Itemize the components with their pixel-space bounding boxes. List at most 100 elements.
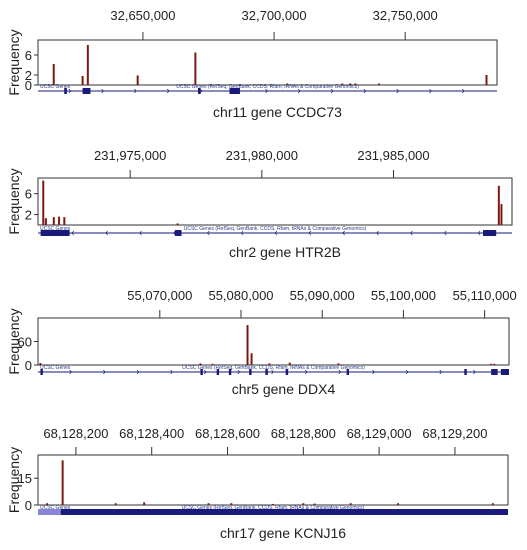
strand-arrow	[237, 369, 241, 375]
data-bar	[250, 353, 253, 365]
track-description: UCSC Genes (RefSeq, GenBank, CCDS, Rfam,…	[176, 84, 359, 90]
data-bar	[485, 75, 488, 85]
y-tick-label: 2	[25, 208, 32, 223]
strand-arrow	[337, 509, 341, 515]
strand-arrow	[298, 88, 301, 94]
x-tick-label: 55,070,000	[127, 288, 192, 303]
strand-arrow	[204, 369, 207, 375]
data-bar	[114, 503, 117, 505]
strand-arrow	[443, 230, 447, 236]
panel-chr17-kcnj16: 68,128,200 68,128,400 68,128,600 68,128,800…	[6, 426, 509, 541]
strand-arrow	[265, 88, 268, 94]
x-tick-label: 55,080,000	[208, 288, 273, 303]
data-bar	[397, 503, 400, 505]
strand-arrow	[372, 369, 375, 375]
strand-arrow	[105, 230, 108, 236]
strand-arrow	[170, 509, 173, 515]
strand-arrow	[342, 230, 345, 236]
gene-exon	[174, 230, 182, 236]
plot-frame	[37, 317, 510, 366]
data-bar	[63, 217, 66, 225]
strand-arrow	[405, 509, 408, 515]
strand-arrow	[271, 369, 274, 375]
data-bar	[176, 223, 179, 225]
y-tick-label: 6	[25, 187, 32, 202]
data-bar	[313, 503, 316, 505]
y-axis-label: Frequency	[6, 447, 22, 513]
strand-arrow	[304, 369, 308, 375]
strand-arrow	[462, 88, 465, 94]
strand-arrow	[71, 230, 75, 236]
x-tick-label: 55,110,000	[453, 288, 517, 303]
data-bar	[81, 76, 84, 85]
strand-arrow	[274, 230, 278, 236]
strand-arrow	[396, 88, 400, 94]
data-bar	[268, 363, 271, 365]
strand-arrow	[139, 230, 142, 236]
y-tick-label: 0	[25, 358, 32, 373]
data-bar	[288, 362, 291, 365]
data-bar	[349, 83, 352, 85]
data-bar	[500, 204, 503, 225]
y-tick-label: 15	[18, 471, 32, 486]
plot-frame	[37, 39, 498, 86]
data-bar	[337, 363, 340, 365]
strand-arrow	[429, 88, 432, 94]
gene-exon	[60, 509, 508, 515]
gene-exon	[249, 369, 252, 375]
x-tick-label: 231,985,000	[357, 148, 429, 163]
y-tick-label: 0	[25, 78, 32, 93]
gene-exon	[228, 369, 232, 375]
x-tick-label: 231,975,000	[94, 148, 166, 163]
strand-arrow	[166, 88, 170, 94]
y-tick-label: 60	[18, 335, 32, 350]
data-bar	[354, 83, 357, 85]
x-tick-label: 68,128,200	[43, 426, 108, 441]
data-bar	[42, 180, 45, 225]
data-bar	[302, 503, 305, 505]
x-tick-label: 32,750,000	[373, 8, 438, 23]
data-bar	[230, 503, 233, 505]
data-bar	[491, 503, 494, 505]
x-tick-label: 55,100,000	[371, 288, 436, 303]
strand-arrow	[199, 88, 203, 94]
data-bar	[46, 503, 49, 505]
y-tick-label: 6	[25, 48, 32, 63]
strand-arrow	[68, 88, 72, 94]
y-axis-label: Frequency	[6, 308, 22, 374]
x-tick-label: 55,090,000	[290, 288, 355, 303]
data-bar	[211, 363, 214, 365]
gene-exon	[500, 369, 509, 375]
data-bar	[497, 185, 500, 225]
strand-arrow	[203, 509, 207, 515]
strand-arrow	[376, 230, 379, 236]
gene-caption: chr11 gene CCDC73	[213, 104, 342, 120]
strand-arrow	[134, 88, 137, 94]
strand-arrow	[69, 369, 73, 375]
strand-arrow	[206, 230, 210, 236]
panel-chr2-htr2b: 231,975,000 231,980,000 231,985,000 2 6Frequ…	[6, 148, 513, 260]
track-description: UCSC Genes (RefSeq, GenBank, CCDS, Rfam,…	[184, 226, 367, 232]
data-bar	[493, 363, 496, 365]
gene-exon	[200, 369, 203, 375]
strand-arrow	[410, 230, 413, 236]
x-tick-label: 68,129,000	[347, 426, 412, 441]
data-bar	[490, 363, 493, 365]
strand-arrow	[232, 88, 236, 94]
panel-chr11-ccdc73: 32,650,000 32,700,000 32,750,000 02 6Frequen…	[6, 8, 498, 120]
x-tick-label: 231,980,000	[226, 148, 298, 163]
data-bar	[349, 503, 352, 505]
strand-arrow	[103, 369, 106, 375]
gene-exon	[216, 369, 220, 375]
strand-arrow	[363, 88, 367, 94]
plot-frame	[37, 454, 509, 506]
strand-arrow	[405, 369, 409, 375]
gene-exon	[40, 369, 43, 375]
data-bar	[61, 460, 64, 505]
data-bar	[136, 75, 139, 85]
track-short-label: UCSC Genes	[40, 84, 71, 90]
y-tick-label: 2	[25, 68, 32, 83]
data-bar	[58, 216, 61, 225]
strand-arrow	[69, 509, 72, 515]
gene-exon	[483, 230, 497, 236]
